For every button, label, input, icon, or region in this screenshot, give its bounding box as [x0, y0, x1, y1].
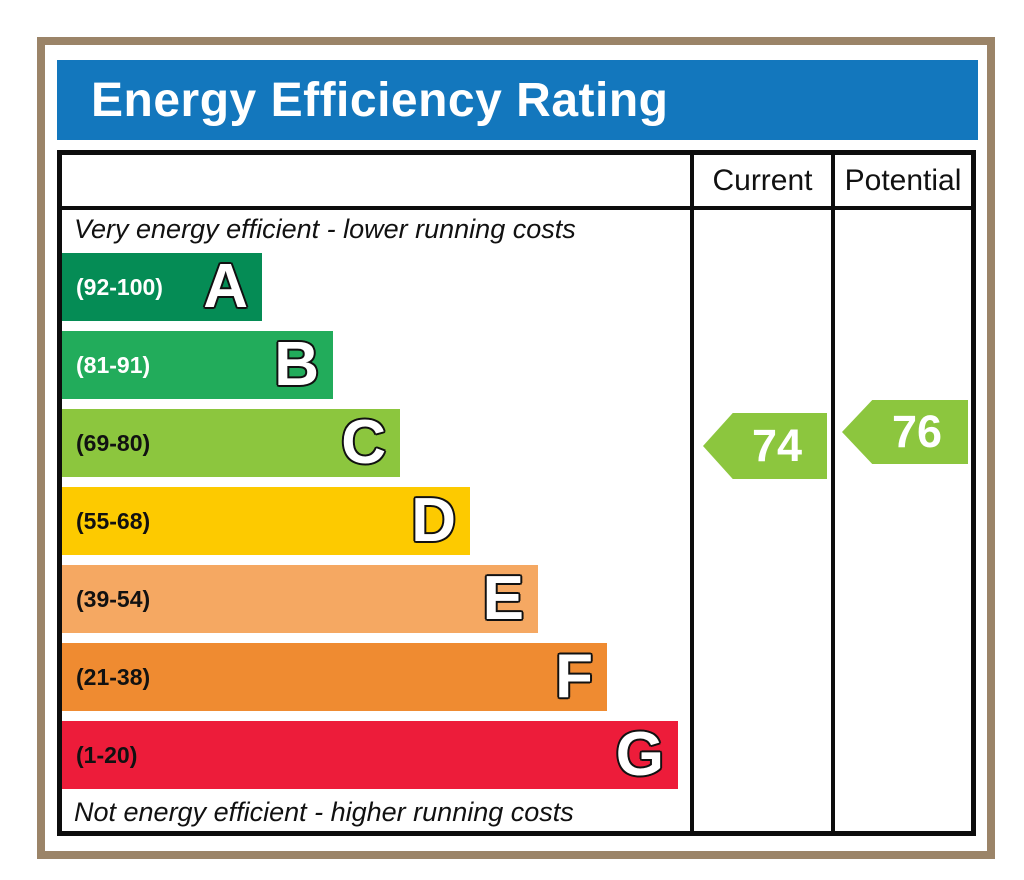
potential-rating-column: 76 [831, 210, 971, 831]
band-b-bar: (81-91) B [62, 331, 333, 399]
table-body: Very energy efficient - lower running co… [62, 210, 971, 831]
header-spacer-cell [62, 155, 690, 206]
chart-title-bar: Energy Efficiency Rating [57, 60, 978, 140]
band-a-bar: (92-100) A [62, 253, 262, 321]
band-e-bar: (39-54) E [62, 565, 538, 633]
potential-column-header: Potential [831, 155, 971, 206]
rating-table: Current Potential Very energy efficient … [57, 150, 976, 836]
bottom-caption: Not energy efficient - higher running co… [74, 797, 574, 827]
band-g-letter: G [615, 720, 664, 789]
current-column-header: Current [690, 155, 831, 206]
band-c-letter: C [341, 408, 386, 477]
top-caption: Very energy efficient - lower running co… [74, 214, 576, 244]
band-g-bar: (1-20) G [62, 721, 678, 789]
band-d-range: (55-68) [76, 507, 151, 534]
band-c-range: (69-80) [76, 429, 151, 456]
band-a-range: (92-100) [76, 273, 163, 300]
band-f-range: (21-38) [76, 663, 151, 690]
chart-title: Energy Efficiency Rating [91, 73, 669, 127]
band-g-range: (1-20) [76, 741, 138, 768]
potential-rating-value: 76 [891, 406, 943, 457]
band-d-letter: D [411, 486, 456, 555]
band-d-bar: (55-68) D [62, 487, 470, 555]
current-rating-value: 74 [751, 420, 803, 471]
rating-bands: (92-100) A (81-91) B (69-80) C (55-68) D [62, 253, 690, 789]
band-b-letter: B [274, 330, 319, 399]
band-a-letter: A [203, 252, 248, 321]
band-f-letter: F [555, 642, 593, 711]
table-header-row: Current Potential [62, 155, 971, 210]
band-e-range: (39-54) [76, 585, 151, 612]
potential-rating-arrow-icon: 76 [842, 400, 968, 464]
outer-frame [37, 37, 995, 859]
band-e-letter: E [482, 564, 524, 633]
band-f-bar: (21-38) F [62, 643, 607, 711]
current-rating-arrow-icon: 74 [703, 413, 827, 479]
current-rating-column: 74 [690, 210, 831, 831]
bands-column: Very energy efficient - lower running co… [62, 210, 690, 831]
band-c-bar: (69-80) C [62, 409, 400, 477]
band-b-range: (81-91) [76, 351, 151, 378]
